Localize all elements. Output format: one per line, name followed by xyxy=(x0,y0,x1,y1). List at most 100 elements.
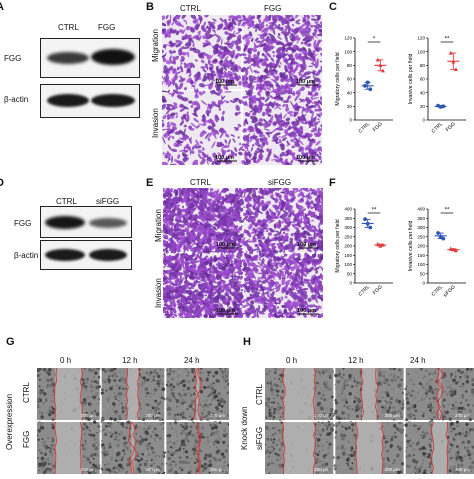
panel-label-c: C xyxy=(329,1,337,13)
band-fgg xyxy=(91,94,135,107)
y-tick-label: 250 xyxy=(417,234,425,239)
scale-bar-label: 100 μm xyxy=(215,79,234,85)
scale-bar-label: 100 μm xyxy=(297,242,316,248)
y-tick-label: 60 xyxy=(347,77,353,82)
scale-bar-label: 200 μm xyxy=(455,413,470,418)
data-point xyxy=(363,217,367,221)
series-ctrl xyxy=(435,104,447,109)
scale-bar-label: 200 μm xyxy=(81,467,96,472)
panel-label-b: B xyxy=(146,1,154,13)
significance-label: ** xyxy=(445,208,450,214)
wound-g-time-0: 0 h xyxy=(60,356,71,365)
data-point xyxy=(368,226,372,230)
y-tick-label: 350 xyxy=(344,216,352,221)
band-ctrl xyxy=(45,249,85,261)
scale-bar: 100 μm xyxy=(297,308,319,314)
wound-tile: 200 μm xyxy=(166,368,229,421)
x-tick-label: CTRL xyxy=(358,284,372,298)
y-tick-label: 200 xyxy=(344,244,352,249)
micro-e-col-ctrl: CTRL xyxy=(190,178,211,187)
western-blot-actin-a xyxy=(40,84,140,118)
blot-a-row-actin: β-actin xyxy=(4,95,28,104)
scale-bar-label: 200 μm xyxy=(145,413,160,418)
scale-bar-label: 200 μm xyxy=(210,413,225,418)
western-blot-fgg-a xyxy=(40,38,140,78)
scale-bar: 100 μm xyxy=(215,155,237,161)
micrograph-tile: 100 μm xyxy=(162,88,244,165)
series-fgg xyxy=(374,242,386,248)
scale-bar-label: 200 μm xyxy=(314,413,329,418)
significance-label: ** xyxy=(445,37,450,43)
scale-bar-label: 200 μm xyxy=(385,413,400,418)
blot-d-row-fgg: FGG xyxy=(14,219,31,228)
blot-a-col-fgg: FGG xyxy=(98,23,115,32)
data-point xyxy=(441,104,445,108)
x-tick-label: CTRL xyxy=(431,121,445,135)
y-tick-label: 20 xyxy=(420,104,426,109)
y-tick-label: 250 xyxy=(344,234,352,239)
wound-tile: 200 μm xyxy=(166,421,229,474)
wound-h-row-sifgg: siFGG xyxy=(255,427,264,450)
panel-label-a: A xyxy=(0,1,4,13)
wound-tile: 200 μm xyxy=(37,421,101,474)
series-fgg xyxy=(374,58,386,73)
wound-tile: 200 μm xyxy=(265,368,335,421)
scale-bar-label: 200 μm xyxy=(81,413,96,418)
wound-tile: 200 μm xyxy=(404,421,474,474)
data-point xyxy=(363,84,367,88)
x-tick-label: FGG xyxy=(372,121,384,133)
wound-tile: 200 μm xyxy=(334,368,404,421)
y-tick-label: 100 xyxy=(417,49,425,54)
scale-bar: 100 μm xyxy=(216,242,238,248)
wound-images-g: 200 μm 200 μm 200 μm 200 μm 200 μm 200 μm xyxy=(37,368,229,474)
series-ctrl xyxy=(435,231,447,240)
blot-a-row-fgg: FGG xyxy=(4,54,21,63)
y-tick-label: 100 xyxy=(344,49,352,54)
y-tick-label: 0 xyxy=(349,281,352,286)
band-ctrl xyxy=(45,216,85,229)
y-tick-label: 20 xyxy=(347,104,353,109)
y-tick-label: 400 xyxy=(417,207,425,212)
blot-d-col-ctrl: CTRL xyxy=(56,197,77,206)
blot-a-col-ctrl: CTRL xyxy=(58,23,79,32)
scale-bar-label: 200 μm xyxy=(314,467,329,472)
micro-e-row-invasion: Invasion xyxy=(154,278,163,308)
series-fgg xyxy=(447,51,459,71)
y-tick-label: 50 xyxy=(420,271,426,276)
y-tick-label: 40 xyxy=(347,90,353,95)
panel-label-h: H xyxy=(243,336,251,348)
wound-tile: 200 μm xyxy=(334,421,404,474)
micrograph-tile: 100 μm xyxy=(162,15,243,92)
data-point xyxy=(368,87,372,91)
blot-d-col-sifgg: siFGG xyxy=(96,197,119,206)
x-tick-label: FGG xyxy=(445,121,457,133)
y-tick-label: 0 xyxy=(422,281,425,286)
wound-tile: 200 μm xyxy=(37,368,101,421)
scale-bar: 100 μm xyxy=(297,242,319,248)
data-point xyxy=(366,222,370,226)
wound-g-row-ctrl: CTRL xyxy=(22,382,31,403)
series-sifgg xyxy=(447,247,459,253)
band-sifgg xyxy=(89,249,127,261)
micro-b-row-invasion: Invasion xyxy=(151,108,160,138)
scale-bar-label: 200 μm xyxy=(145,467,160,472)
y-tick-label: 80 xyxy=(347,63,353,68)
y-tick-label: 150 xyxy=(344,253,352,258)
band-ctrl xyxy=(47,52,89,64)
y-tick-label: 100 xyxy=(417,262,425,267)
y-tick-label: 200 xyxy=(417,244,425,249)
wound-h-time-24: 24 h xyxy=(410,356,426,365)
micrograph-tile: 100 μm xyxy=(241,250,323,318)
y-axis-label: Migratory cells per field xyxy=(335,219,341,272)
wound-tile: 200 μm xyxy=(101,368,166,422)
y-tick-label: 350 xyxy=(417,216,425,221)
wound-tile: 200 μm xyxy=(404,368,474,421)
panel-label-d: D xyxy=(0,177,4,189)
y-axis-label: Invasive cells per field xyxy=(408,221,414,272)
wound-g-time-12: 12 h xyxy=(122,356,138,365)
